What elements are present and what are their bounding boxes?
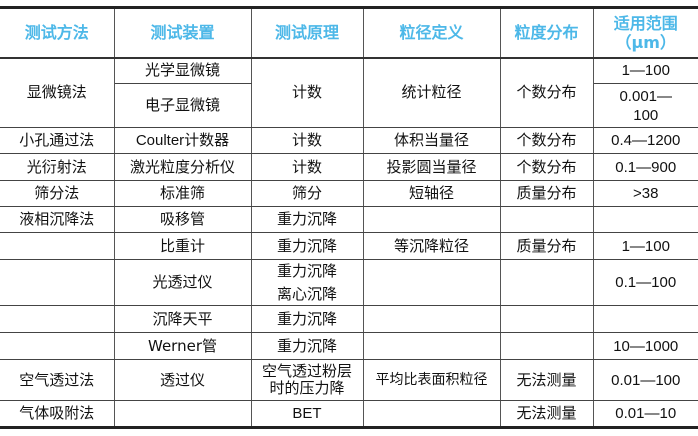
cell: 0.01—10 <box>592 400 698 428</box>
cell <box>362 206 501 233</box>
cell: 光透过仪 <box>113 259 252 306</box>
cell <box>362 259 501 306</box>
cell: 1—100 <box>592 57 698 84</box>
cell: 0.01—100 <box>592 359 698 401</box>
cell: 光学显微镜 <box>113 57 252 84</box>
header-cell: 适用范围（μm） <box>592 7 698 59</box>
cell: 重力沉降 <box>250 305 364 333</box>
cell: 个数分布 <box>499 57 594 128</box>
cell: 显微镜法 <box>0 57 115 128</box>
header-cell: 粒度分布 <box>499 7 594 59</box>
table-row: 筛分法 标准筛 筛分 短轴径 质量分布 >38 <box>0 180 698 207</box>
table-row: 空气透过法 透过仪 空气透过粉层时的压力降 平均比表面积粒径 无法测量 0.01—100 <box>0 359 698 401</box>
cell: 体积当量径 <box>362 127 501 154</box>
cell: 计数 <box>250 57 364 128</box>
cell: 10—1000 <box>592 332 698 360</box>
cell: 标准筛 <box>113 180 252 207</box>
cell <box>362 332 501 360</box>
cell: 激光粒度分析仪 <box>113 153 252 181</box>
cell <box>499 332 594 360</box>
cell: 无法测量 <box>499 359 594 401</box>
header-cell: 粒径定义 <box>362 7 501 59</box>
table-row: 小孔通过法 Coulter计数器 计数 体积当量径 个数分布 0.4—1200 <box>0 127 698 154</box>
cell <box>0 305 115 333</box>
cell: 0.001—100 <box>592 83 698 128</box>
cell: 吸移管 <box>113 206 252 233</box>
cell <box>362 305 501 333</box>
cell: BET <box>250 400 364 428</box>
cell: 重力沉降 离心沉降 <box>250 259 364 306</box>
cell <box>592 206 698 233</box>
cell: 无法测量 <box>499 400 594 428</box>
cell: 液相沉降法 <box>0 206 115 233</box>
cell: 比重计 <box>113 232 252 260</box>
cell <box>362 400 501 428</box>
cell: 重力沉降 <box>250 232 364 260</box>
cell: 1—100 <box>592 232 698 260</box>
table-row: 电子显微镜 0.001—100 <box>0 83 698 128</box>
cell: 短轴径 <box>362 180 501 207</box>
cell: Werner管 <box>113 332 252 360</box>
header-row: 测试方法 测试装置 测试原理 粒径定义 粒度分布 适用范围（μm） <box>0 7 698 59</box>
cell <box>0 232 115 260</box>
cell: 筛分法 <box>0 180 115 207</box>
cell: 个数分布 <box>499 127 594 154</box>
cell: Coulter计数器 <box>113 127 252 154</box>
cell: 筛分 <box>250 180 364 207</box>
table-row: 液相沉降法 吸移管 重力沉降 <box>0 206 698 233</box>
header-cell: 测试装置 <box>113 7 252 59</box>
cell: 重力沉降 <box>250 206 364 233</box>
cell: 统计粒径 <box>362 57 501 128</box>
table-row: 沉降天平 重力沉降 <box>0 305 698 333</box>
cell <box>113 400 252 428</box>
cell <box>0 332 115 360</box>
header-cell: 测试原理 <box>250 7 364 59</box>
cell <box>499 259 594 306</box>
cell-line: 离心沉降 <box>276 284 337 303</box>
cell: 计数 <box>250 153 364 181</box>
cell: 平均比表面积粒径 <box>362 359 501 401</box>
cell: 气体吸附法 <box>0 400 115 428</box>
cell: 计数 <box>250 127 364 154</box>
table-row: 光衍射法 激光粒度分析仪 计数 投影圆当量径 个数分布 0.1—900 <box>0 153 698 181</box>
table-row: 气体吸附法 BET 无法测量 0.01—10 <box>0 400 698 428</box>
cell-line: 重力沉降 <box>276 261 337 280</box>
cell: >38 <box>592 180 698 207</box>
cell: 0.1—900 <box>592 153 698 181</box>
cell: 透过仪 <box>113 359 252 401</box>
cell: 重力沉降 <box>250 332 364 360</box>
cell: 空气透过法 <box>0 359 115 401</box>
cell: 个数分布 <box>499 153 594 181</box>
cell: 质量分布 <box>499 232 594 260</box>
cell: 质量分布 <box>499 180 594 207</box>
cell: 沉降天平 <box>113 305 252 333</box>
cell: 投影圆当量径 <box>362 153 501 181</box>
cell <box>499 305 594 333</box>
table-row: Werner管 重力沉降 10—1000 <box>0 332 698 360</box>
cell <box>499 206 594 233</box>
cell: 光衍射法 <box>0 153 115 181</box>
header-cell: 测试方法 <box>0 7 115 59</box>
cell: 0.4—1200 <box>592 127 698 154</box>
cell: 0.1—100 <box>592 259 698 306</box>
table-row: 显微镜法 光学显微镜 计数 统计粒径 个数分布 1—100 <box>0 57 698 128</box>
cell: 空气透过粉层时的压力降 <box>250 359 364 401</box>
particle-size-methods-table: 测试方法 测试装置 测试原理 粒径定义 粒度分布 适用范围（μm） 显微镜法 光… <box>0 6 698 429</box>
cell: 电子显微镜 <box>114 83 252 128</box>
cell <box>0 259 115 306</box>
cell: 等沉降粒径 <box>362 232 501 260</box>
cell <box>592 305 698 333</box>
table-row: 比重计 重力沉降 等沉降粒径 质量分布 1—100 <box>0 232 698 260</box>
table-row: 光透过仪 重力沉降离心沉降 0.1—100 <box>0 259 698 306</box>
cell: 小孔通过法 <box>0 127 115 154</box>
